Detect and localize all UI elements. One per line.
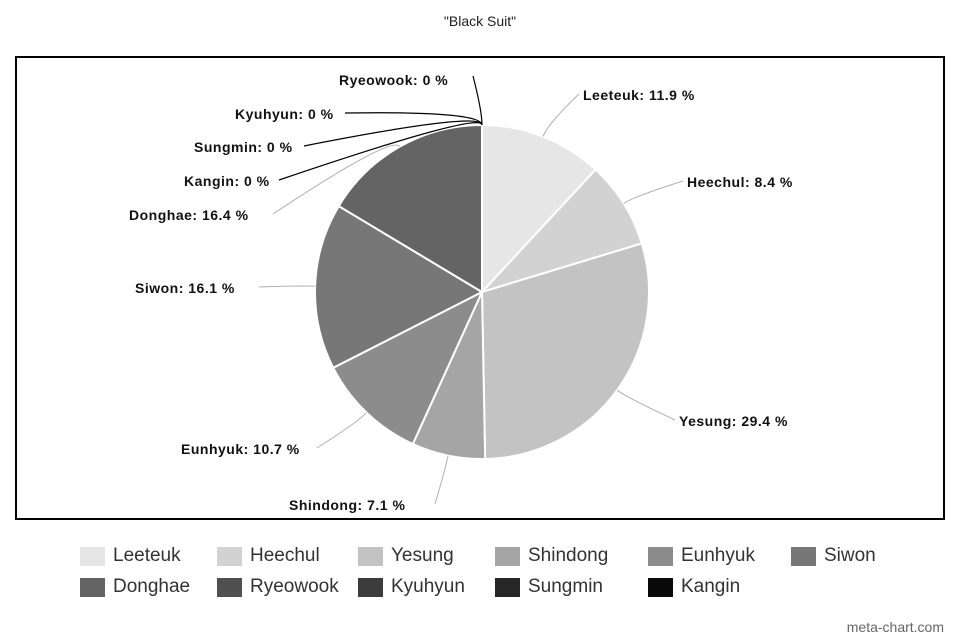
legend-item-shindong[interactable]: Shindong [495,545,608,567]
pie-slice-heechul[interactable] [478,168,644,295]
label-connector-heechul [623,180,684,204]
chart-title: "Black Suit" [443,13,517,29]
label-connector-ryeowook [472,75,483,126]
slice-label-siwon: Siwon: 16.1 % [135,280,235,296]
slice-label-eunhyuk: Eunhyuk: 10.7 % [181,441,300,457]
legend-item-leeteuk[interactable]: Leeteuk [80,545,181,567]
legend-swatch [217,546,242,566]
legend-swatch [648,577,673,597]
legend-label: Eunhyuk [681,545,755,566]
label-connector-leeteuk [542,93,580,137]
slice-labels: Leeteuk: 11.9 % Heechul: 8.4 % Yesung: 29.… [129,72,793,513]
legend-label: Ryeowook [250,576,339,597]
label-connector-yesung [616,389,676,421]
legend-swatch [791,546,816,566]
pie-slice-yesung[interactable] [480,242,650,460]
slice-label-kyuhyun: Kyuhyun: 0 % [235,106,334,122]
legend-item-heechul[interactable]: Heechul [217,545,320,567]
legend-label: Donghae [113,576,191,597]
pie-chart: Leeteuk: 11.9 % Heechul: 8.4 % Yesung: 29.… [129,72,793,513]
pie-slice-eunhyuk[interactable] [331,289,485,446]
legend-item-siwon[interactable]: Siwon [791,545,876,567]
label-connector-kyuhyun [344,112,483,126]
legend-swatch [648,546,673,566]
legend-label: Leeteuk [113,545,181,566]
slice-label-donghae: Donghae: 16.4 % [129,207,249,223]
legend-item-kangin[interactable]: Kangin [648,576,740,598]
legend-label: Heechul [250,545,320,566]
legend-label: Siwon [824,545,876,566]
slice-label-sungmin: Sungmin: 0 % [194,139,293,155]
label-connector-siwon [258,285,316,288]
label-connector-eunhyuk [316,412,367,449]
legend-label: Kyuhyun [391,576,465,597]
legend-swatch [358,577,383,597]
legend-label: Yesung [391,545,454,566]
slice-label-leeteuk: Leeteuk: 11.9 % [583,87,695,103]
legend-label: Sungmin [528,576,603,597]
legend-swatch [358,546,383,566]
pie-slice-leeteuk[interactable] [481,123,597,295]
legend-item-sungmin[interactable]: Sungmin [495,576,603,598]
slice-label-ryeowook: Ryeowook: 0 % [339,72,448,88]
slice-label-shindong: Shindong: 7.1 % [289,497,405,513]
legend-swatch [80,546,105,566]
legend-swatch [495,546,520,566]
watermark: meta-chart.com [846,619,944,635]
legend-label: Shindong [528,545,609,566]
legend-item-kyuhyun[interactable]: Kyuhyun [358,576,465,598]
label-connector-shindong [434,455,449,505]
legend-swatch [80,577,105,597]
legend-item-ryeowook[interactable]: Ryeowook [217,576,339,598]
legend-label: Kangin [681,576,741,597]
legend-swatch [495,577,520,597]
label-connector-donghae [272,144,401,215]
slice-label-heechul: Heechul: 8.4 % [687,174,793,190]
label-connector-kangin [278,122,483,181]
slice-label-kangin: Kangin: 0 % [184,173,270,189]
legend-swatch [217,577,242,597]
legend-item-eunhyuk[interactable]: Eunhyuk [648,545,755,567]
plot-frame: Leeteuk: 11.9 % Heechul: 8.4 % Yesung: 29.… [15,56,945,520]
slice-label-yesung: Yesung: 29.4 % [679,413,788,429]
legend-item-yesung[interactable]: Yesung [358,545,454,567]
legend-item-donghae[interactable]: Donghae [80,576,190,598]
